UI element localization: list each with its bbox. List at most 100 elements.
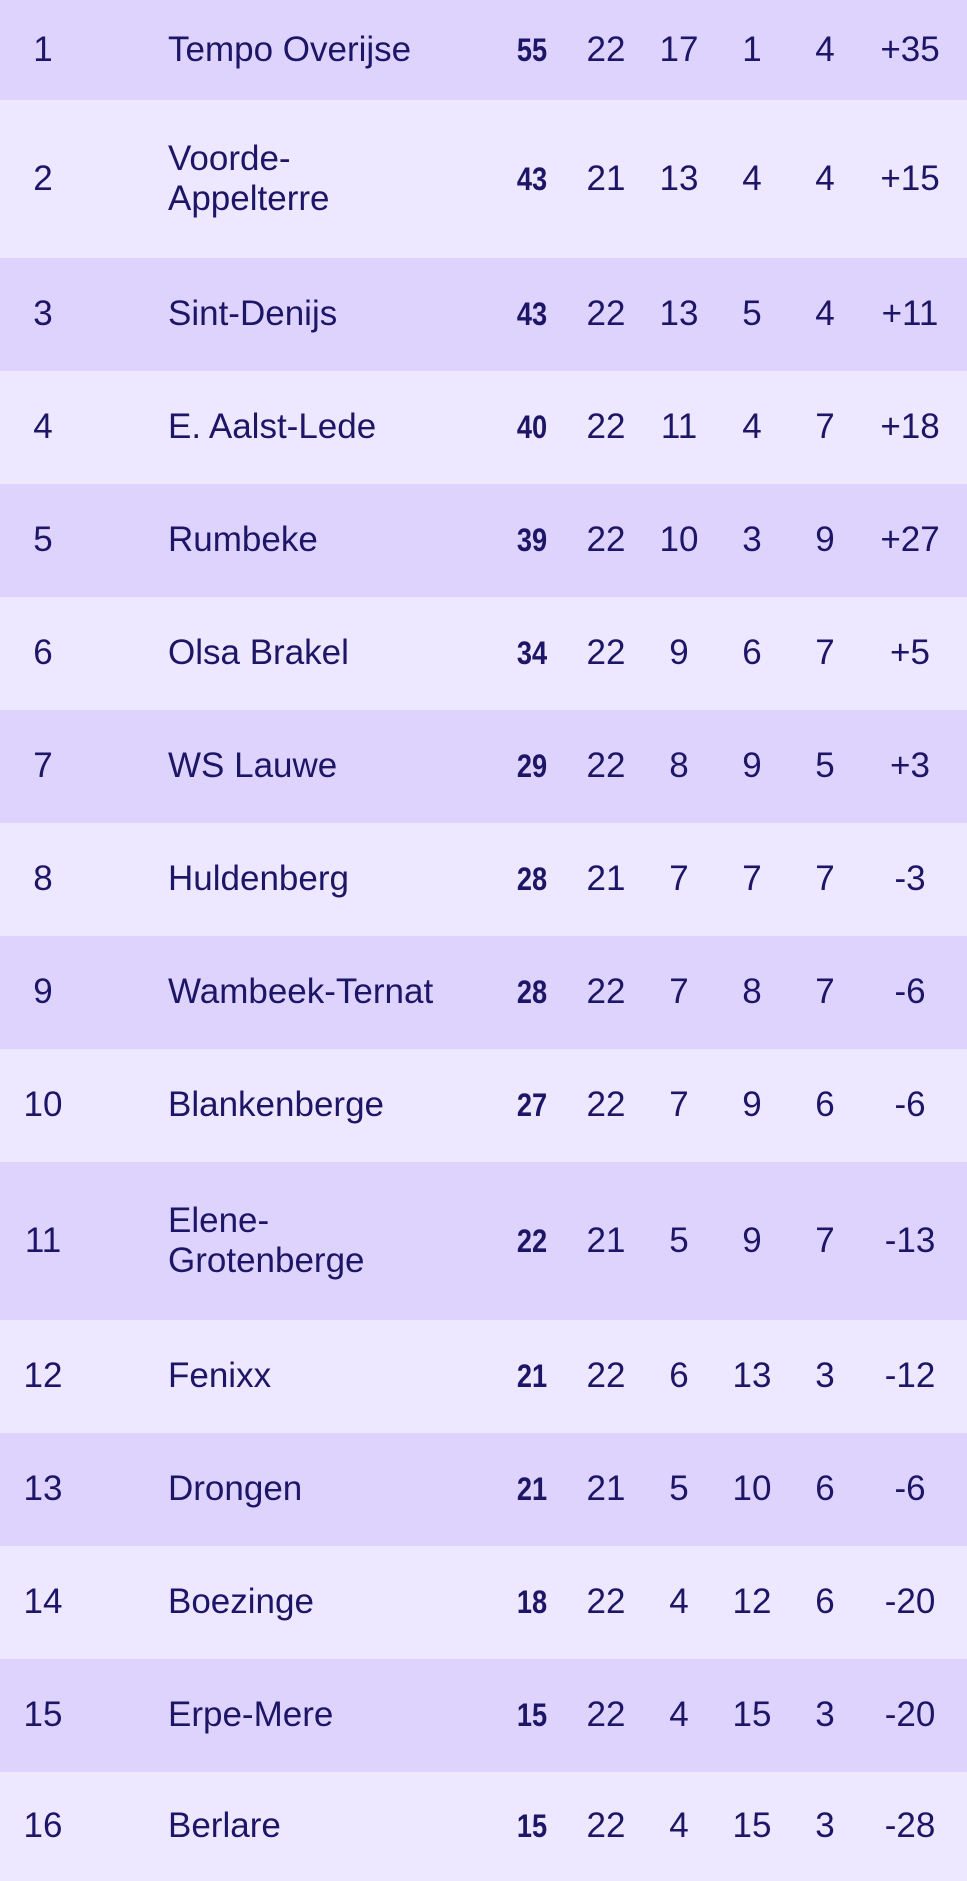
team-name[interactable]: Olsa Brakel (168, 633, 349, 673)
goal-difference: +18 (880, 407, 940, 447)
table-row[interactable]: 14 Boezinge 18 22 4 12 6 -20 (0, 1546, 967, 1659)
games-played: 22 (586, 407, 626, 447)
points: 39 (516, 522, 548, 559)
team-name[interactable]: E. Aalst-Lede (168, 407, 377, 447)
team-name[interactable]: Fenixx (168, 1356, 272, 1396)
points: 21 (516, 1358, 548, 1395)
table-row[interactable]: 15 Erpe-Mere 15 22 4 15 3 -20 (0, 1659, 967, 1772)
wins: 4 (669, 1695, 689, 1735)
draws: 9 (742, 1220, 762, 1260)
rank: 11 (24, 1220, 62, 1260)
games-played: 22 (586, 1695, 626, 1735)
draws: 5 (742, 294, 762, 334)
losses: 6 (815, 1085, 835, 1125)
rank: 3 (33, 294, 53, 334)
goal-difference: +5 (890, 633, 930, 673)
draws: 10 (732, 1469, 772, 1509)
rank: 5 (33, 520, 53, 560)
losses: 7 (815, 972, 835, 1012)
draws: 8 (742, 972, 762, 1012)
wins: 9 (669, 633, 689, 673)
rank: 10 (23, 1085, 63, 1125)
games-played: 22 (586, 1806, 626, 1846)
losses: 7 (815, 633, 835, 673)
table-row[interactable]: 9 Wambeek-Ternat 28 22 7 8 7 -6 (0, 936, 967, 1049)
wins: 5 (669, 1220, 689, 1260)
losses: 7 (815, 407, 835, 447)
table-row[interactable]: 8 Huldenberg 28 21 7 7 7 -3 (0, 823, 967, 936)
rank: 2 (33, 158, 53, 198)
draws: 9 (742, 746, 762, 786)
table-row[interactable]: 16 Berlare 15 22 4 15 3 -28 (0, 1772, 967, 1881)
rank: 9 (33, 972, 53, 1012)
rank: 7 (33, 746, 53, 786)
table-row[interactable]: 11 Elene-Grotenberge 22 21 5 9 7 -13 (0, 1162, 967, 1320)
table-row[interactable]: 10 Blankenberge 27 22 7 9 6 -6 (0, 1049, 967, 1162)
points: 21 (516, 1471, 548, 1508)
team-name[interactable]: Tempo Overijse (168, 29, 412, 69)
team-name[interactable]: WS Lauwe (168, 746, 338, 786)
team-name[interactable]: Boezinge (168, 1582, 314, 1622)
games-played: 22 (586, 29, 626, 69)
team-name[interactable]: Berlare (168, 1806, 281, 1846)
losses: 4 (815, 158, 835, 198)
table-row[interactable]: 2 Voorde-Appelterre 43 21 13 4 4 +15 (0, 100, 967, 258)
losses: 6 (815, 1582, 835, 1622)
wins: 5 (669, 1469, 689, 1509)
wins: 7 (669, 1085, 689, 1125)
goal-difference: +15 (880, 158, 940, 198)
table-row[interactable]: 3 Sint-Denijs 43 22 13 5 4 +11 (0, 258, 967, 371)
team-name[interactable]: Huldenberg (168, 859, 349, 899)
draws: 15 (732, 1806, 772, 1846)
table-row[interactable]: 7 WS Lauwe 29 22 8 9 5 +3 (0, 710, 967, 823)
team-name[interactable]: Wambeek-Ternat (168, 972, 434, 1012)
losses: 9 (815, 520, 835, 560)
goal-difference: -28 (884, 1806, 936, 1846)
points: 40 (516, 409, 548, 446)
table-row[interactable]: 4 E. Aalst-Lede 40 22 11 4 7 +18 (0, 371, 967, 484)
team-name[interactable]: Sint-Denijs (168, 294, 338, 334)
points: 43 (516, 160, 548, 197)
games-played: 22 (586, 633, 626, 673)
rank: 16 (23, 1806, 63, 1846)
wins: 6 (669, 1356, 689, 1396)
games-played: 22 (586, 294, 626, 334)
team-name[interactable]: Drongen (168, 1469, 303, 1509)
team-name[interactable]: Rumbeke (168, 520, 318, 560)
table-row[interactable]: 6 Olsa Brakel 34 22 9 6 7 +5 (0, 597, 967, 710)
team-name[interactable]: Erpe-Mere (168, 1695, 334, 1735)
team-name[interactable]: Elene-Grotenberge (168, 1200, 365, 1280)
team-name[interactable]: Voorde-Appelterre (168, 138, 330, 218)
table-row[interactable]: 5 Rumbeke 39 22 10 3 9 +27 (0, 484, 967, 597)
table-row[interactable]: 12 Fenixx 21 22 6 13 3 -12 (0, 1320, 967, 1433)
rank: 15 (23, 1695, 63, 1735)
table-row[interactable]: 13 Drongen 21 21 5 10 6 -6 (0, 1433, 967, 1546)
goal-difference: -6 (894, 1469, 926, 1509)
draws: 4 (742, 407, 762, 447)
losses: 3 (815, 1806, 835, 1846)
points: 34 (516, 635, 548, 672)
draws: 3 (742, 520, 762, 560)
points: 43 (516, 296, 548, 333)
draws: 13 (732, 1356, 772, 1396)
games-played: 21 (586, 158, 626, 198)
draws: 4 (742, 158, 762, 198)
games-played: 22 (586, 1085, 626, 1125)
team-name[interactable]: Blankenberge (168, 1085, 384, 1125)
points: 15 (516, 1808, 548, 1845)
table-row[interactable]: 1 Tempo Overijse 55 22 17 1 4 +35 (0, 0, 967, 100)
draws: 9 (742, 1085, 762, 1125)
games-played: 22 (586, 746, 626, 786)
points: 29 (516, 748, 548, 785)
wins: 13 (659, 158, 699, 198)
goal-difference: -6 (894, 1085, 926, 1125)
draws: 12 (732, 1582, 772, 1622)
wins: 11 (660, 407, 698, 447)
draws: 7 (742, 859, 762, 899)
goal-difference: -3 (894, 859, 926, 899)
draws: 6 (742, 633, 762, 673)
losses: 4 (815, 29, 835, 69)
points: 55 (516, 31, 548, 68)
goal-difference: -12 (884, 1356, 936, 1396)
